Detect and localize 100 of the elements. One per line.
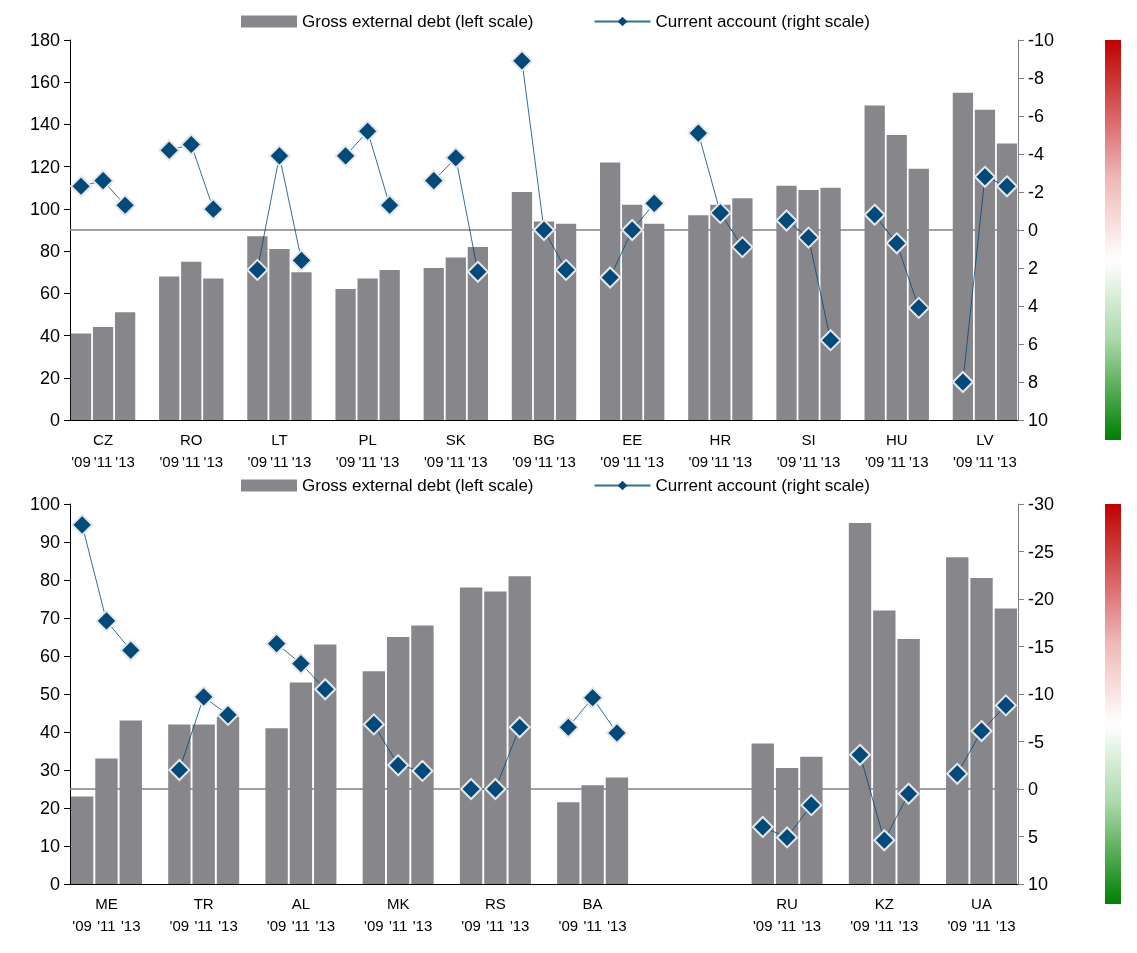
point xyxy=(334,144,357,167)
point xyxy=(290,249,313,272)
point xyxy=(71,513,94,536)
y-tick-label: 80 xyxy=(39,570,60,590)
y-tick-label: 60 xyxy=(39,283,60,304)
point xyxy=(460,778,483,800)
point xyxy=(246,258,269,281)
y2-tick-label: 10 xyxy=(1028,410,1049,430)
y-tick-label: 20 xyxy=(39,367,60,388)
point xyxy=(946,762,969,785)
x-tick-label: '09 xyxy=(953,452,973,470)
y2-tick-label: -8 xyxy=(1028,68,1045,88)
y-tick-label: 50 xyxy=(39,684,60,704)
point xyxy=(995,175,1018,198)
x-tick-label: SK '11 xyxy=(445,430,466,470)
y2-tick-label: 2 xyxy=(1028,258,1039,278)
point xyxy=(92,169,115,192)
point xyxy=(797,226,820,249)
point xyxy=(466,260,489,283)
x-tick-label: '13 xyxy=(732,452,753,470)
y2-tick-label: -10 xyxy=(1028,30,1055,50)
y-tick-label: 80 xyxy=(39,241,60,262)
x-tick-label: '09 xyxy=(688,452,709,470)
x-tick-label: '13 xyxy=(996,916,1016,934)
point xyxy=(484,778,507,800)
y-tick-label: 0 xyxy=(49,874,60,894)
y2-tick-label: -10 xyxy=(1028,684,1055,704)
x-tick-label: '09 xyxy=(752,916,773,934)
bar xyxy=(70,796,94,884)
point xyxy=(158,139,181,162)
x-tick-label: '13 xyxy=(203,452,224,470)
y-tick-label: 40 xyxy=(39,722,60,742)
x-tick-label: '09 xyxy=(947,916,968,934)
x-tick-label: '09 xyxy=(266,916,287,934)
bar xyxy=(203,278,224,420)
y2-tick-label: -20 xyxy=(1028,589,1055,609)
point xyxy=(951,371,974,393)
y2-tick-label: -25 xyxy=(1028,541,1055,562)
x-tick-label: '09 xyxy=(850,916,870,934)
point xyxy=(387,754,410,777)
point xyxy=(180,133,203,156)
y2-tick-label: -6 xyxy=(1028,106,1045,126)
x-tick-label: '09 xyxy=(71,452,91,470)
y-tick-label: 70 xyxy=(39,608,60,628)
x-tick-label: TR '11 xyxy=(193,894,214,934)
point xyxy=(217,703,239,726)
x-tick-label: RU '11 xyxy=(776,894,798,934)
point xyxy=(599,266,622,289)
x-tick-label: '13 xyxy=(509,916,530,934)
x-tick-label: UA '11 xyxy=(971,894,992,934)
x-tick-label: PL '11 xyxy=(358,430,377,470)
bar xyxy=(423,268,444,420)
y-tick-label: 90 xyxy=(39,532,60,552)
x-tick-label: LV '11 xyxy=(975,430,995,470)
point xyxy=(192,685,215,708)
bar xyxy=(379,270,400,420)
x-tick-label: EE '11 xyxy=(622,430,643,470)
bar xyxy=(557,802,580,884)
x-tick-label: '13 xyxy=(801,916,822,934)
y-tick-label: 40 xyxy=(39,325,60,346)
x-tick-label: '13 xyxy=(556,452,576,470)
y2-tick-label: -4 xyxy=(1028,144,1045,164)
point xyxy=(422,169,445,192)
x-tick-label: LT '11 xyxy=(270,430,289,470)
x-tick-label: '13 xyxy=(820,452,841,470)
point xyxy=(362,713,385,736)
point xyxy=(168,759,191,781)
point xyxy=(775,209,798,232)
point xyxy=(356,120,379,143)
x-tick-label: '09 xyxy=(776,452,797,470)
point xyxy=(289,652,312,675)
y-tick-label: 100 xyxy=(29,494,60,514)
point xyxy=(314,678,337,701)
x-tick-label: HR '11 xyxy=(709,430,732,470)
y-tick-label: 160 xyxy=(29,72,60,93)
x-tick-label: '09 xyxy=(247,452,268,470)
x-tick-label: '09 xyxy=(600,452,620,470)
x-tick-label: ME '11 xyxy=(95,894,118,934)
x-tick-label: HU '11 xyxy=(885,430,908,470)
bar xyxy=(467,246,488,420)
point xyxy=(973,165,996,188)
point xyxy=(605,721,628,744)
x-tick-label: '09 xyxy=(72,916,92,934)
y2-tick-label: 8 xyxy=(1028,372,1039,392)
x-tick-label: '09 xyxy=(423,452,444,470)
bar xyxy=(533,221,555,420)
point xyxy=(621,219,644,241)
point xyxy=(849,743,871,766)
y-tick-label: 0 xyxy=(49,410,60,430)
x-tick-label: '09 xyxy=(335,452,356,470)
legend-label: Current account (right scale) xyxy=(655,476,870,495)
bar xyxy=(459,587,483,884)
point xyxy=(114,194,137,217)
x-tick-label: '13 xyxy=(898,916,919,934)
point xyxy=(687,122,710,145)
x-tick-label: SI '11 xyxy=(799,430,818,470)
legend-label: Gross external debt (left scale) xyxy=(302,476,534,495)
point xyxy=(751,816,774,838)
x-tick-label: '13 xyxy=(291,452,312,470)
point xyxy=(970,720,993,743)
